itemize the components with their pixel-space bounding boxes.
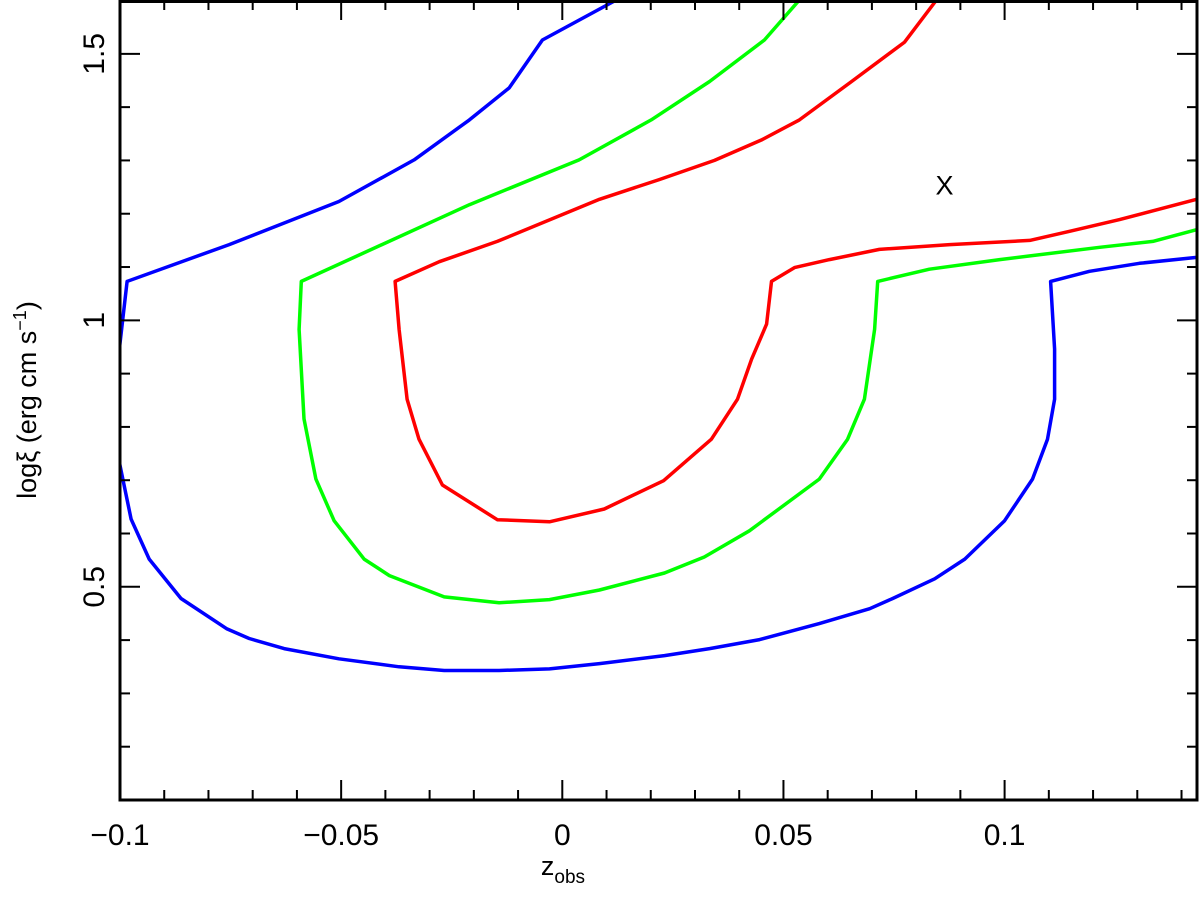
- y-axis-title: logξ (erg cm s−1): [10, 301, 42, 499]
- x-title-main: z: [541, 851, 555, 881]
- plot-frame: [118, 0, 1199, 802]
- contour-line: [120, 0, 1197, 673]
- contour-line: [297, 0, 1197, 605]
- x-tick-label: 0.1: [984, 819, 1026, 852]
- x-tick-label: 0.05: [754, 819, 812, 852]
- y-title-main: logξ (erg cm s: [12, 331, 42, 499]
- x-tick-label: −0.1: [90, 819, 149, 852]
- x-title-sub: obs: [554, 867, 585, 888]
- plot-lines: [120, 0, 1197, 673]
- contour-line: [393, 0, 1197, 524]
- y-title-end: ): [12, 301, 42, 310]
- y-tick-label: 1.5: [78, 33, 111, 75]
- annotation: X: [935, 170, 953, 200]
- x-tick-label: 0: [554, 819, 571, 852]
- y-tick-label: 0.5: [78, 566, 111, 608]
- y-tick-label: 1: [78, 312, 111, 329]
- x-tick-label: −0.05: [303, 819, 379, 852]
- axes: −0.1 −0.05 0 0.05 0.1 0.5 1 1.5: [78, 0, 1197, 852]
- x-axis-title: zobs: [541, 851, 585, 888]
- y-title-sup: −1: [10, 310, 30, 331]
